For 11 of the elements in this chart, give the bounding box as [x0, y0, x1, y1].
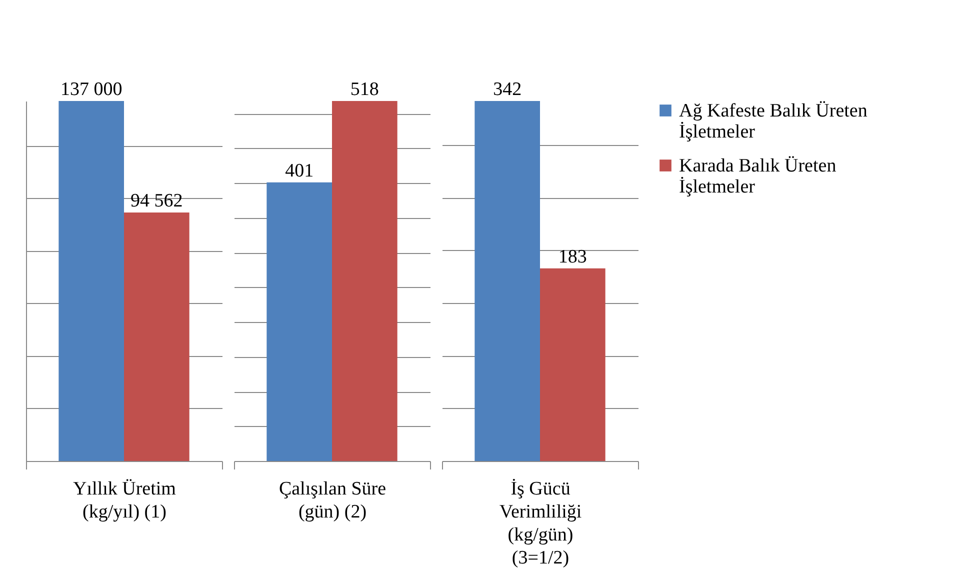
data-label: 342 [493, 79, 522, 100]
data-label: 94 562 [130, 190, 183, 212]
x-tick-label: Yıllık Üretim (kg/yıl) (1) [73, 478, 176, 522]
data-label: 401 [285, 160, 314, 182]
data-label: 183 [558, 246, 587, 268]
x-tick-label: İş Gücü Verimliliği (kg/gün) (3=1/2) [499, 478, 582, 568]
legend-label: Karada Balık Üreten İşletmeler [679, 156, 837, 198]
data-label: 137 000 [60, 79, 122, 100]
data-label: 518 [350, 79, 379, 100]
x-tick-label: Çalışılan Süre (gün) (2) [278, 478, 386, 522]
legend-label: Ağ Kafeste Balık Üreten İşletmeler [679, 100, 868, 142]
